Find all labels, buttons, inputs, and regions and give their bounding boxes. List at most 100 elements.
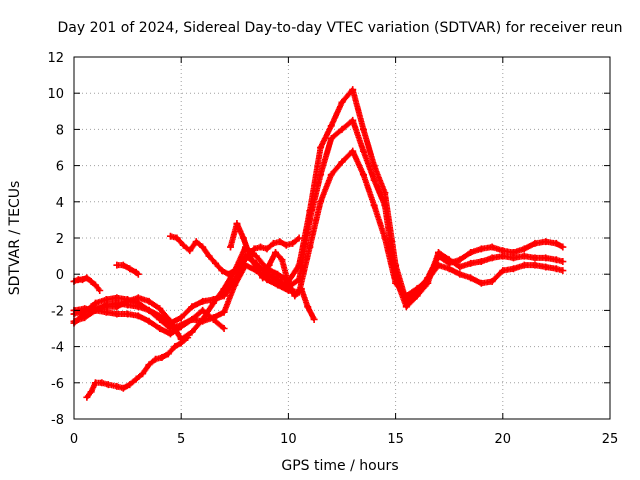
- data-point: [274, 270, 282, 278]
- series-trace-8: [166, 232, 303, 278]
- data-point: [126, 381, 134, 389]
- data-point: [252, 263, 260, 271]
- data-point: [327, 171, 335, 179]
- data-point: [276, 238, 284, 246]
- data-point: [542, 238, 550, 246]
- data-point: [381, 189, 389, 197]
- data-point: [289, 239, 297, 247]
- y-tick-label: 2: [56, 232, 64, 247]
- data-point: [177, 339, 185, 347]
- data-point: [220, 325, 228, 332]
- data-point: [295, 276, 303, 284]
- x-tick-label: 0: [70, 432, 78, 447]
- data-point: [559, 267, 567, 275]
- data-point: [199, 306, 207, 314]
- y-tick-label: 12: [47, 51, 64, 66]
- data-point: [79, 276, 87, 284]
- data-point: [263, 245, 271, 253]
- y-tick-label: -6: [51, 377, 64, 392]
- data-point: [179, 241, 187, 249]
- data-point: [359, 171, 367, 179]
- data-point: [310, 315, 318, 323]
- data-point: [156, 325, 164, 332]
- data-point: [499, 247, 507, 255]
- data-point: [284, 279, 292, 287]
- y-axis-ticks: -8 -6 -4 -2 0 2 4 6 8 10 12: [47, 51, 610, 428]
- data-point: [278, 256, 286, 264]
- data-point: [188, 328, 196, 336]
- data-point: [188, 315, 196, 323]
- data-point: [132, 375, 140, 383]
- data-point: [220, 308, 228, 316]
- data-point: [467, 248, 475, 256]
- data-point: [209, 299, 217, 307]
- data-point: [134, 312, 142, 320]
- data-point: [467, 274, 475, 282]
- data-point: [199, 243, 207, 251]
- data-point: [113, 303, 121, 311]
- data-point: [488, 243, 496, 251]
- series-trace-9: [227, 220, 318, 323]
- data-point: [166, 317, 174, 325]
- data-point: [477, 258, 485, 266]
- data-point: [102, 296, 110, 304]
- data-point: [151, 355, 159, 363]
- data-point: [139, 370, 147, 378]
- data-point: [259, 274, 267, 282]
- data-point: [445, 259, 453, 267]
- data-point: [338, 98, 346, 106]
- x-tick-label: 5: [177, 432, 185, 447]
- data-point: [96, 286, 104, 294]
- data-point: [317, 144, 325, 151]
- data-point: [119, 384, 127, 392]
- data-point: [205, 252, 213, 260]
- x-tick-label: 25: [602, 432, 619, 447]
- data-point: [370, 201, 378, 209]
- data-point: [306, 207, 314, 215]
- data-point: [252, 252, 260, 260]
- data-point: [392, 261, 400, 269]
- data-point: [199, 315, 207, 323]
- y-tick-label: 0: [56, 268, 64, 283]
- data-point: [212, 259, 220, 267]
- data-point: [102, 303, 110, 311]
- data-point: [349, 116, 357, 124]
- data-point: [456, 256, 464, 264]
- data-point: [166, 232, 174, 240]
- data-point: [119, 261, 127, 269]
- data-point: [338, 158, 346, 166]
- data-point: [424, 274, 432, 282]
- y-tick-label: -4: [51, 341, 64, 356]
- x-tick-label: 15: [387, 432, 404, 447]
- data-point: [177, 321, 185, 329]
- data-point: [531, 254, 539, 262]
- data-point: [370, 162, 378, 170]
- grid: [74, 57, 610, 419]
- data-point: [113, 261, 121, 269]
- data-point: [177, 314, 185, 322]
- data-point: [552, 256, 560, 264]
- data-point: [233, 220, 241, 228]
- data-point: [456, 270, 464, 278]
- data-point: [126, 265, 134, 273]
- data-point: [91, 299, 99, 307]
- data-point: [87, 388, 95, 396]
- data-point: [456, 263, 464, 271]
- x-tick-label: 20: [495, 432, 512, 447]
- data-point: [246, 252, 254, 260]
- y-tick-label: 4: [56, 196, 64, 211]
- data-point: [295, 261, 303, 269]
- data-point: [413, 288, 421, 296]
- y-tick-label: -2: [51, 304, 64, 319]
- data-point: [520, 245, 528, 253]
- data-point: [83, 393, 91, 401]
- data-point: [91, 379, 99, 387]
- data-point: [559, 243, 567, 251]
- data-point: [327, 122, 335, 130]
- data-point: [250, 245, 258, 253]
- data-point: [297, 285, 305, 293]
- data-point: [173, 234, 181, 242]
- series-trace-6: [113, 261, 142, 278]
- data-point: [186, 247, 194, 255]
